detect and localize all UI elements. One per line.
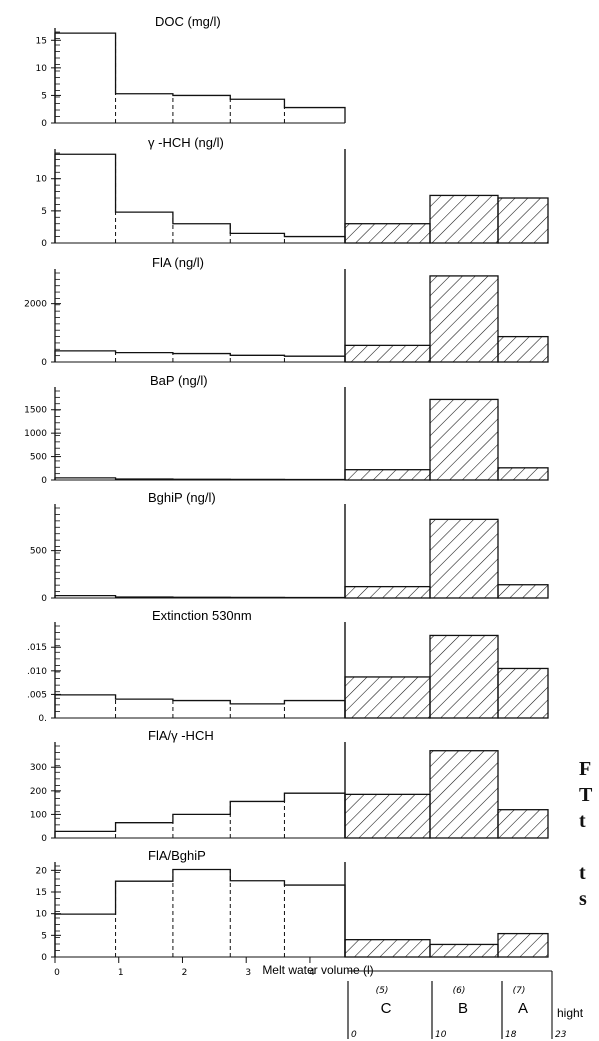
snow-layer-bar-2 [429,943,499,958]
y-tick-label: 500 [30,547,47,557]
snow-layer-bar-3 [497,584,549,599]
snow-layer-bar-1 [344,344,431,363]
y-tick-label: 1000 [24,429,47,439]
meltwater-step-line [54,477,346,481]
height-segment-letter: C [381,1000,392,1017]
y-tick-label: 0 [41,476,47,486]
height-segment-number: (7) [513,986,526,996]
caption-fragment-1: F [579,758,592,780]
y-tick-label: 5 [41,207,47,217]
y-tick-label: 15 [36,888,47,898]
height-segment-number: (6) [453,986,466,996]
y-tick-label: 100 [30,810,47,820]
snow-layer-bar-2 [429,398,499,481]
snow-layer-bar-3 [497,197,549,244]
panel-8: FlA/BghiP 0 5 10 15 20 [36,848,549,963]
panel-title: BaP (ng/l) [150,373,208,388]
y-tick-label: 15 [36,36,47,46]
x-tick-label: 3 [245,968,251,978]
panel-title: Extinction 530nm [152,608,252,623]
panel-title: DOC (mg/l) [155,14,221,29]
panel-title: FlA (ng/l) [152,255,204,270]
snow-layer-bar-1 [344,793,431,839]
panel-title: BghiP (ng/l) [148,490,216,505]
snow-layer-bar-3 [497,467,549,481]
height-segment-letter: A [518,1000,528,1017]
snow-layer-bar-2 [429,750,499,839]
panel-5: BghiP (ng/l) 0 500 [30,490,549,604]
y-tick-label: 10 [36,64,48,74]
panel-title: γ -HCH (ng/l) [148,135,224,150]
panel-1: DOC (mg/l) 0 5 10 15 [36,14,346,129]
snow-layer-bar-3 [497,932,549,958]
panel-6: Extinction 530nm 0. .005 .010 .015 [27,608,549,724]
x-tick-label: 4 [309,968,315,978]
y-tick-label: .010 [27,667,47,677]
meltwater-step-line [54,868,346,957]
panel-3: FlA (ng/l) 0 2000 [24,255,549,368]
y-tick-label: 200 [30,787,47,797]
panel-7: FlA/γ -HCH 0 100 200 300 [30,728,549,844]
panel-title: FlA/γ -HCH [148,728,214,743]
x-axis-label: Melt water volume (l) [262,963,373,977]
meltwater-step-line [54,350,346,362]
meltwater-step-line [54,594,346,599]
y-tick-label: .015 [27,643,47,653]
caption-fragment-3: t [579,810,586,832]
snow-layer-bar-3 [497,809,549,839]
y-tick-label: 0 [41,358,47,368]
meltwater-step-line [54,32,346,123]
x-tick-label: 1 [118,968,124,978]
y-tick-label: .005 [27,690,47,700]
x-tick-label: 2 [182,968,188,978]
y-tick-label: 10 [36,910,48,920]
caption-fragment-6: s [579,888,587,910]
height-segment-number: (5) [376,986,389,996]
y-tick-label: 300 [30,763,47,773]
height-tick-label: 23 [555,1030,567,1040]
snow-layer-bar-2 [429,194,499,244]
height-tick-label: 10 [435,1030,447,1040]
panel-title: FlA/BghiP [148,848,206,863]
panel-4: BaP (ng/l) 0 500 1000 1500 [24,373,549,486]
snow-layer-bar-3 [497,667,549,719]
meltwater-step-line [54,792,346,838]
y-tick-label: 5 [41,931,47,941]
snow-layer-bar-1 [344,676,431,719]
y-tick-label: 0 [41,834,47,844]
y-tick-label: 2000 [24,300,47,310]
snow-layer-bar-2 [429,518,499,599]
y-tick-label: 0 [41,594,47,604]
panel-2: γ -HCH (ng/l) 0 5 10 [36,135,549,249]
height-segment-letter: B [458,1000,468,1017]
snow-layer-bar-2 [429,634,499,719]
x-tick-label: 0 [54,968,60,978]
y-tick-label: 10 [36,175,48,185]
y-tick-label: 0 [41,239,47,249]
y-tick-label: 5 [41,91,47,101]
snow-layer-bar-1 [344,585,431,599]
snow-layer-bar-1 [344,939,431,958]
caption-fragment-5: t [579,862,586,884]
height-axis-label: hight [557,1006,584,1020]
height-tick-label: 0 [351,1030,357,1040]
meltwater-step-line [54,153,346,243]
y-tick-label: 0. [38,714,47,724]
snow-layer-bar-1 [344,469,431,481]
meltwater-step-line [54,694,346,718]
y-tick-label: 20 [36,866,48,876]
height-tick-label: 18 [505,1030,517,1040]
y-tick-label: 500 [30,453,47,463]
y-tick-label: 0 [41,953,47,963]
snow-layer-bar-3 [497,335,549,363]
y-tick-label: 0 [41,119,47,129]
snow-layer-bar-2 [429,275,499,363]
snow-layer-bar-1 [344,223,431,244]
y-tick-label: 1500 [24,406,47,416]
caption-fragment-2: T [579,784,593,806]
